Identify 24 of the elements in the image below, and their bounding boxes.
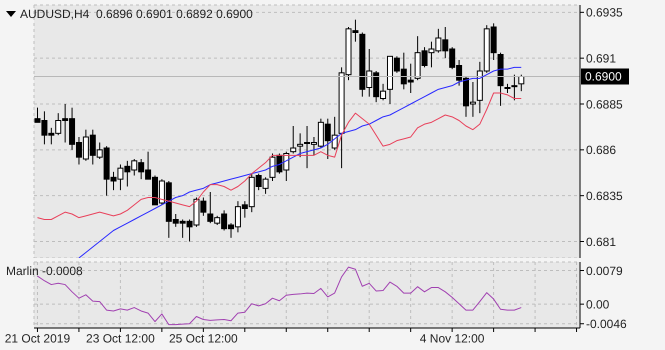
candlestick <box>290 126 296 154</box>
y-tick-label: 0.686 <box>586 143 616 158</box>
line-series <box>78 66 522 258</box>
y-tick-label: 0.6885 <box>586 97 624 112</box>
line-series <box>36 92 522 220</box>
candlestick <box>511 74 518 101</box>
candlestick <box>297 132 304 158</box>
x-tick-label: 25 Oct 12:00 <box>168 332 238 346</box>
line-series <box>36 266 522 326</box>
chart-title: AUDUSD,H4 0.6896 0.6901 0.6892 0.6900 <box>20 7 253 21</box>
y-tick-label: 0.6835 <box>586 188 624 203</box>
y-tick-label: -0.0046 <box>586 317 628 331</box>
candlestick <box>504 83 510 94</box>
candlestick <box>518 74 524 92</box>
y-tick-label: 0.00 <box>586 297 610 312</box>
y-tick-label: 0.0079 <box>586 264 624 278</box>
y-tick-label: 0.691 <box>586 51 616 66</box>
x-tick-label: 21 Oct 2019 <box>4 332 70 346</box>
x-tick-label: 23 Oct 12:00 <box>86 332 156 346</box>
chart-title: Marlin -0.0008 <box>6 264 83 278</box>
y-tick-label: 0.681 <box>586 234 616 249</box>
ref-line-label: 0.6900 <box>585 70 622 84</box>
x-tick-label: 4 Nov 12:00 <box>420 332 485 346</box>
y-tick-label: 0.6935 <box>586 6 624 20</box>
